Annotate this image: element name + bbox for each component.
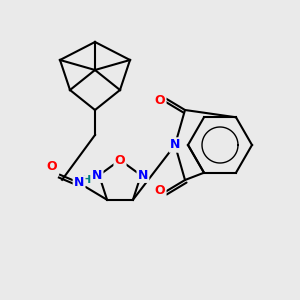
Text: O: O	[115, 154, 125, 166]
Text: N: N	[170, 139, 180, 152]
Text: N: N	[92, 169, 102, 182]
Text: N: N	[138, 169, 148, 182]
Text: H: H	[82, 175, 92, 185]
Text: O: O	[155, 184, 165, 196]
Text: O: O	[155, 94, 165, 106]
Text: N: N	[74, 176, 84, 189]
Text: O: O	[47, 160, 57, 173]
